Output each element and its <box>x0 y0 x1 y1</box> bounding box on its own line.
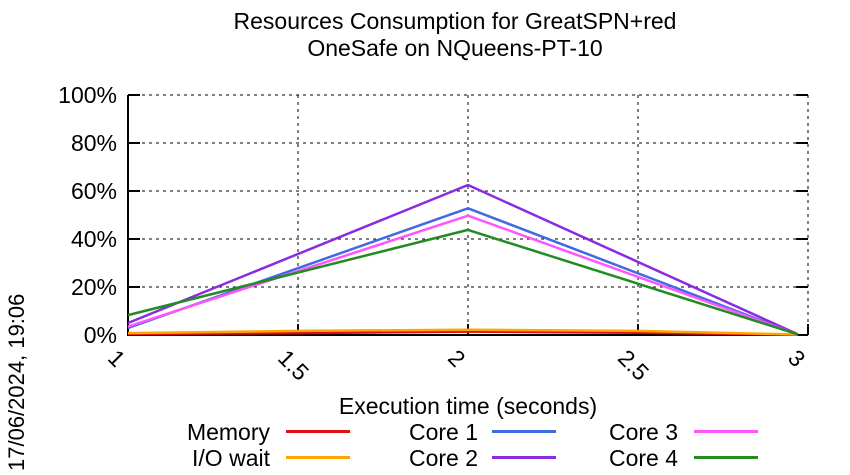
y-tick-label-20: 20% <box>70 274 117 300</box>
x-axis-title: Execution time (seconds) <box>338 393 598 419</box>
x-tick-label-3: 3 <box>783 344 811 373</box>
series-line-core-1 <box>127 207 799 336</box>
y-tick-label-100: 100% <box>58 82 117 108</box>
legend-label-core-3: Core 3 <box>608 419 678 445</box>
legend-swatch-i-o-wait <box>286 456 350 459</box>
legend-label-memory: Memory <box>186 419 270 445</box>
legend-swatch-core-4 <box>694 456 758 459</box>
timestamp: 17/06/2024, 19:06 <box>4 293 29 471</box>
series-line-core-2 <box>127 183 799 336</box>
chart-title: Resources Consumption for GreatSPN+red O… <box>60 8 850 62</box>
legend-swatch-core-1 <box>492 430 556 433</box>
chart-title-line1: Resources Consumption for GreatSPN+red <box>233 8 677 34</box>
series-line-i-o-wait <box>127 328 798 336</box>
legend-label-core-2: Core 2 <box>408 445 478 471</box>
plot-area <box>127 94 809 337</box>
x-tick-label-2.5: 2.5 <box>613 344 655 386</box>
series-line-core-3 <box>127 214 799 336</box>
legend-label-i-o-wait: I/O wait <box>192 445 270 471</box>
x-tick-label-1: 1 <box>103 344 131 373</box>
x-tick-label-2: 2 <box>443 344 471 373</box>
legend-swatch-core-3 <box>694 430 758 433</box>
y-tick-label-40: 40% <box>70 226 117 252</box>
x-tick-label-1.5: 1.5 <box>273 344 315 386</box>
legend-swatch-memory <box>286 430 350 433</box>
legend-label-core-4: Core 4 <box>608 445 678 471</box>
legend-label-core-1: Core 1 <box>408 419 478 445</box>
legend-swatch-core-2 <box>492 456 556 459</box>
series-line-memory <box>127 330 798 337</box>
series-line-core-4 <box>127 228 799 336</box>
y-tick-label-0: 0% <box>83 322 117 348</box>
y-tick-label-60: 60% <box>70 178 117 204</box>
y-tick-label-80: 80% <box>70 130 117 156</box>
chart-title-line2: OneSafe on NQueens-PT-10 <box>307 35 603 61</box>
